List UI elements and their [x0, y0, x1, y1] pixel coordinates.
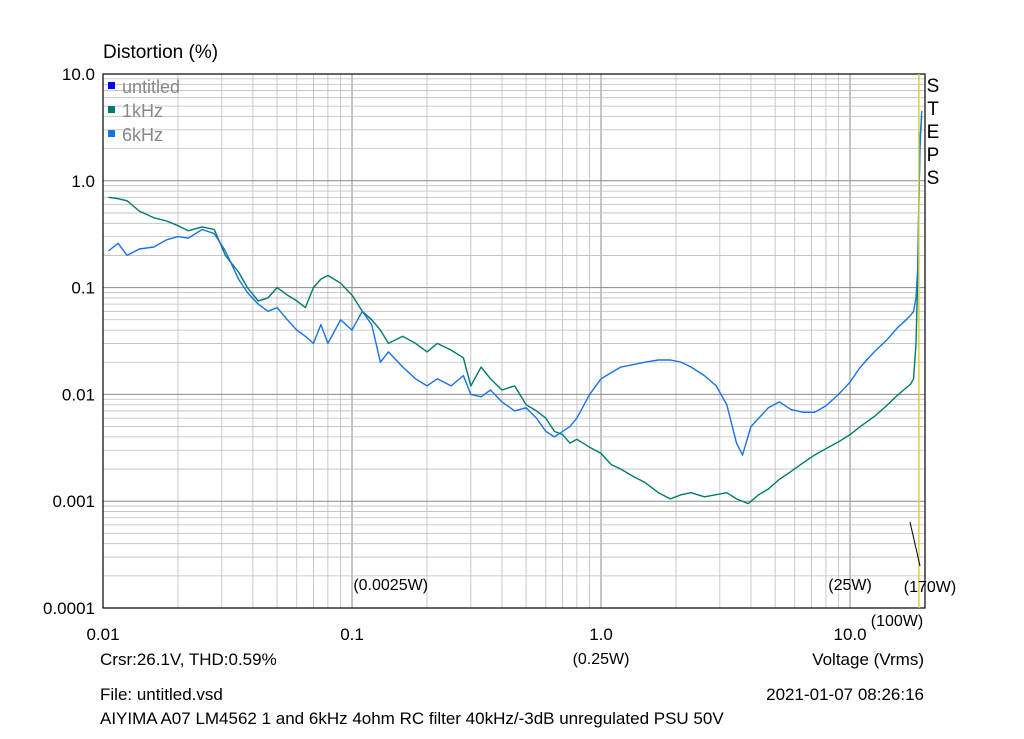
x-tick-label: 0.01 [86, 625, 119, 644]
legend: untitled 1kHz 6kHz [108, 77, 180, 145]
steps-letter: S [927, 76, 940, 97]
power-annotation: (25W) [828, 577, 872, 594]
x-axis-ticks: 0.01 0.1 1.0 10.0 [86, 625, 866, 644]
description: AIYIMA A07 LM4562 1 and 6kHz 4ohm RC fil… [100, 709, 724, 728]
steps-letter: S [927, 168, 940, 189]
x-tick-label: 1.0 [589, 625, 613, 644]
y-tick-label: 10.0 [62, 65, 95, 84]
y-tick-label: 0.001 [52, 492, 95, 511]
x-tick-label: 0.1 [340, 625, 364, 644]
legend-label: untitled [122, 77, 180, 97]
power-annotation-pointer [909, 521, 921, 567]
power-annotation: (0.0025W) [353, 577, 428, 594]
y-tick-label: 0.0001 [43, 599, 95, 618]
legend-label: 6kHz [122, 125, 163, 145]
power-annotations: (0.0025W) (0.25W) (25W) (100W) (170W) [353, 521, 956, 668]
power-annotation: (100W) [871, 613, 923, 630]
series-line-1khz [108, 116, 923, 505]
x-tick-label: 10.0 [833, 625, 866, 644]
legend-swatch [108, 130, 115, 137]
series-line-6khz [107, 110, 923, 456]
plot-border [102, 73, 926, 609]
y-axis-ticks: 10.0 1.0 0.1 0.01 0.001 0.0001 [43, 65, 95, 618]
timestamp: 2021-01-07 08:26:16 [766, 685, 924, 704]
power-annotation: (0.25W) [573, 651, 630, 668]
y-tick-label: 1.0 [71, 172, 95, 191]
steps-letter: P [927, 145, 940, 166]
steps-letter: E [927, 122, 940, 143]
legend-swatch [108, 82, 115, 89]
power-annotation: (170W) [904, 579, 956, 596]
cursor-readout: Crsr:26.1V, THD:0.59% [100, 650, 277, 669]
series-layer [107, 110, 923, 505]
steps-letter: T [927, 99, 939, 120]
file-name: File: untitled.vsd [100, 685, 223, 704]
legend-label: 1kHz [122, 101, 163, 121]
legend-swatch [108, 106, 115, 113]
x-axis-label: Voltage (Vrms) [812, 650, 924, 669]
y-tick-label: 0.1 [71, 279, 95, 298]
chart-title: Distortion (%) [103, 42, 218, 63]
y-tick-label: 0.01 [62, 385, 95, 404]
plot-grid [103, 74, 925, 608]
